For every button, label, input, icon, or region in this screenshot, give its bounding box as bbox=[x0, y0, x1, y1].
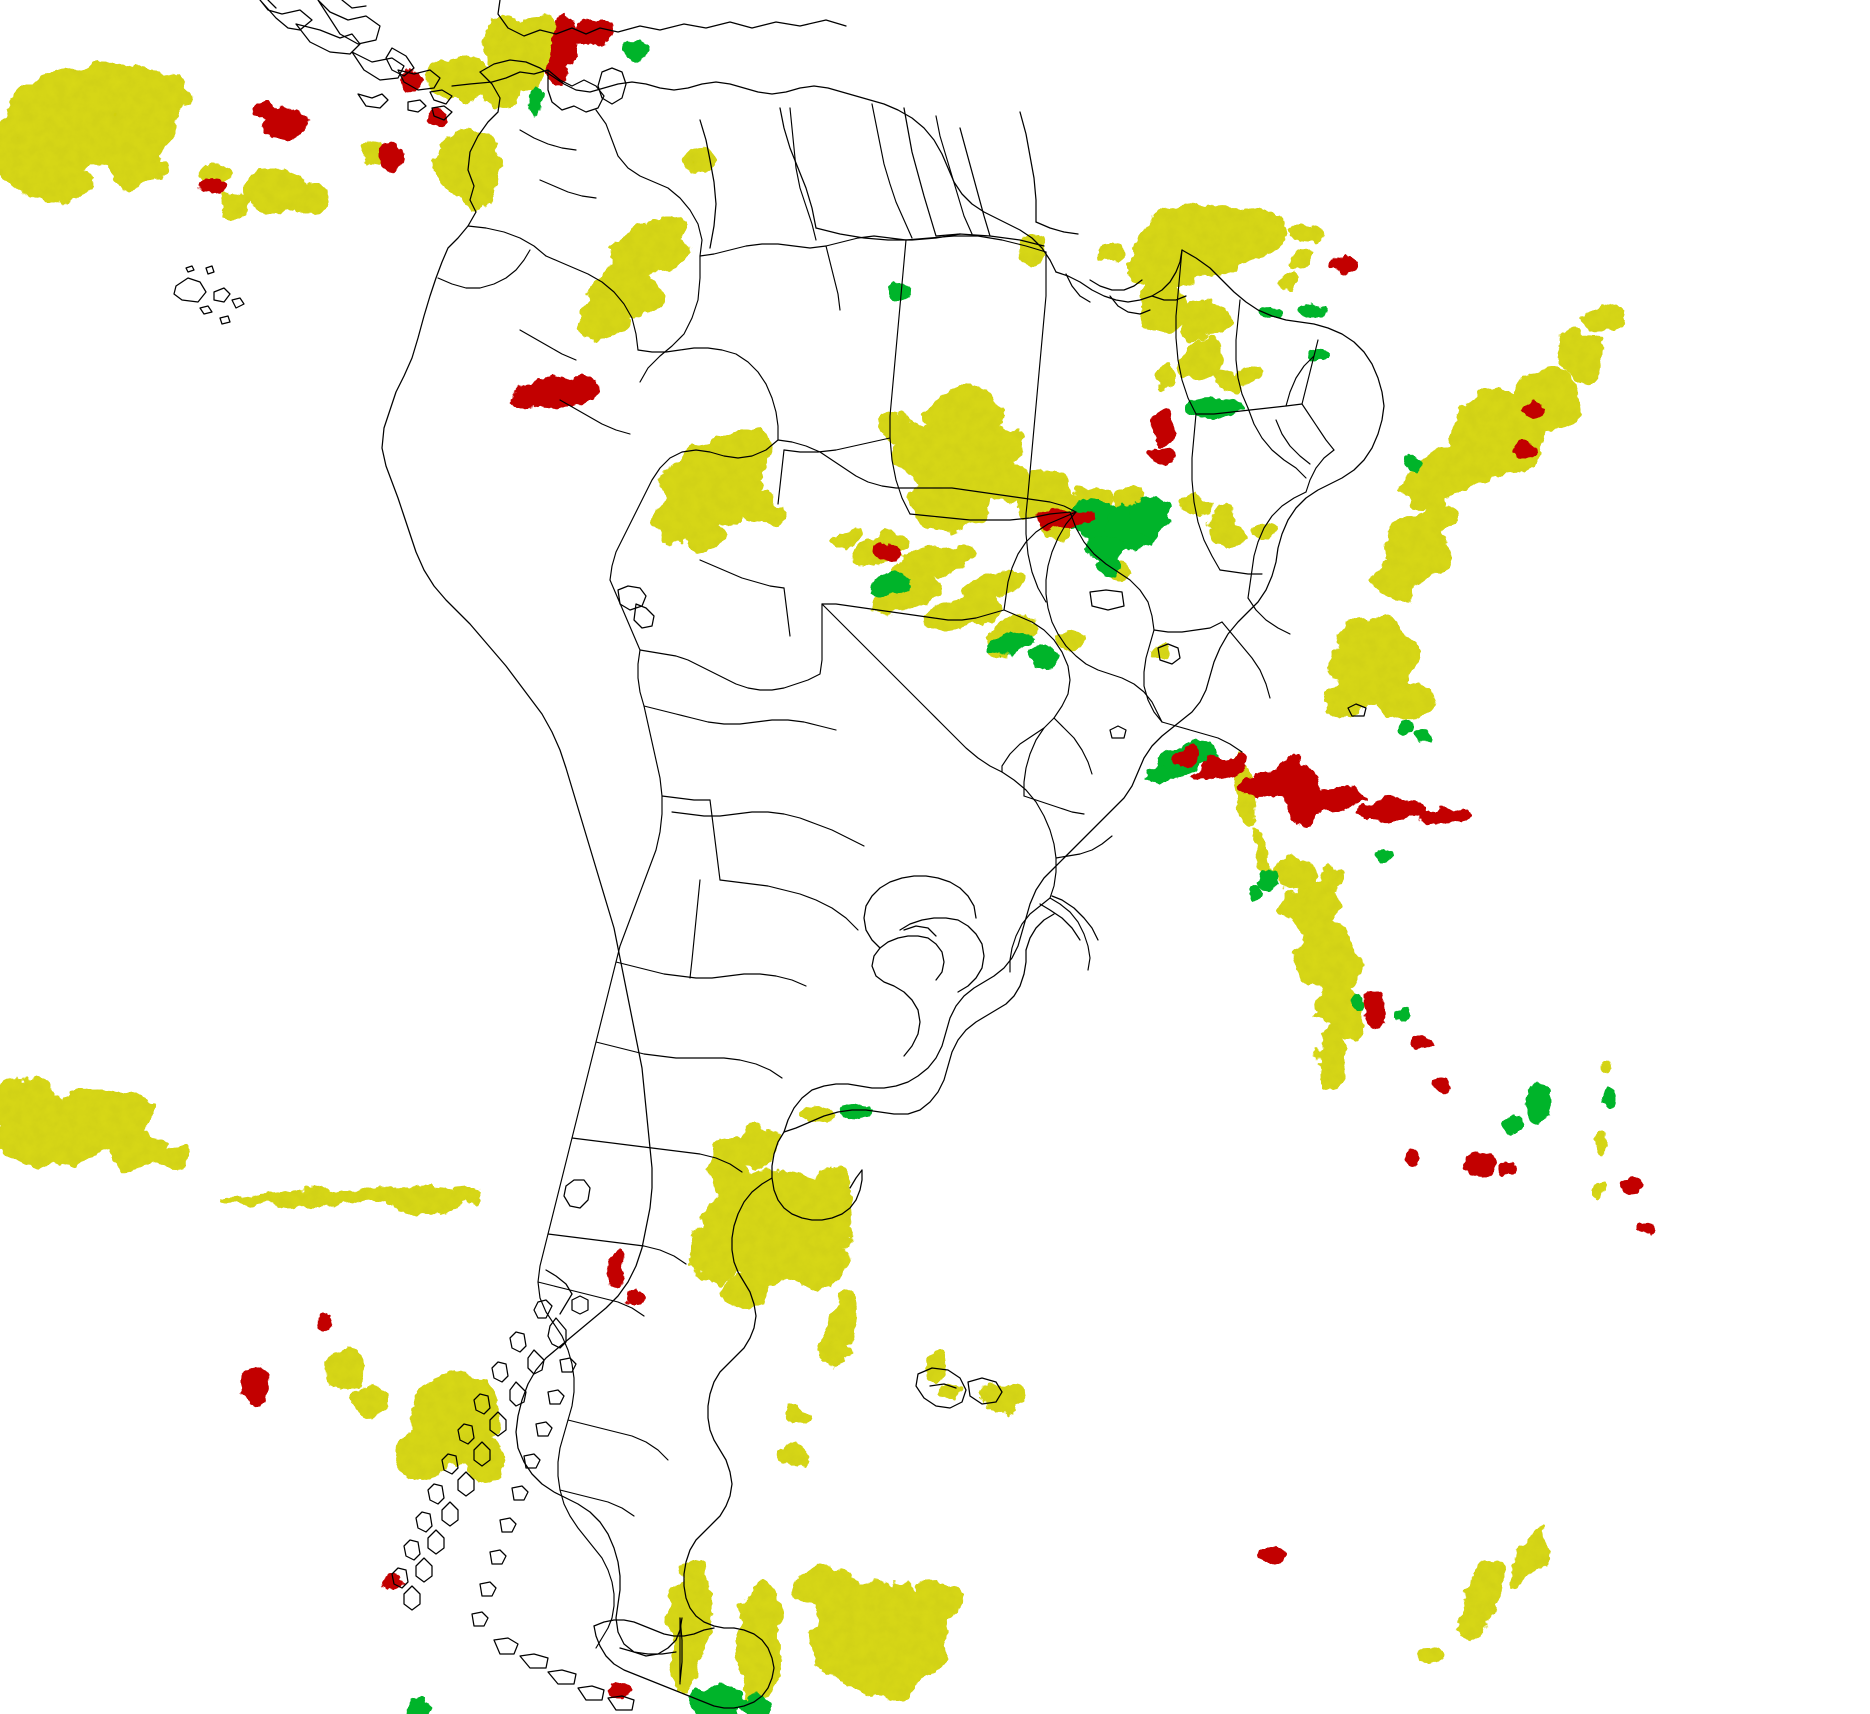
marginal-risk-areas bbox=[0, 14, 1624, 1702]
enhanced-risk-areas bbox=[406, 40, 1616, 1714]
risk-overlay-layer bbox=[0, 12, 1655, 1714]
political-boundary-layer bbox=[438, 104, 1334, 1684]
coastline-layer bbox=[173, 0, 1385, 1711]
high-risk-areas bbox=[199, 12, 1655, 1698]
